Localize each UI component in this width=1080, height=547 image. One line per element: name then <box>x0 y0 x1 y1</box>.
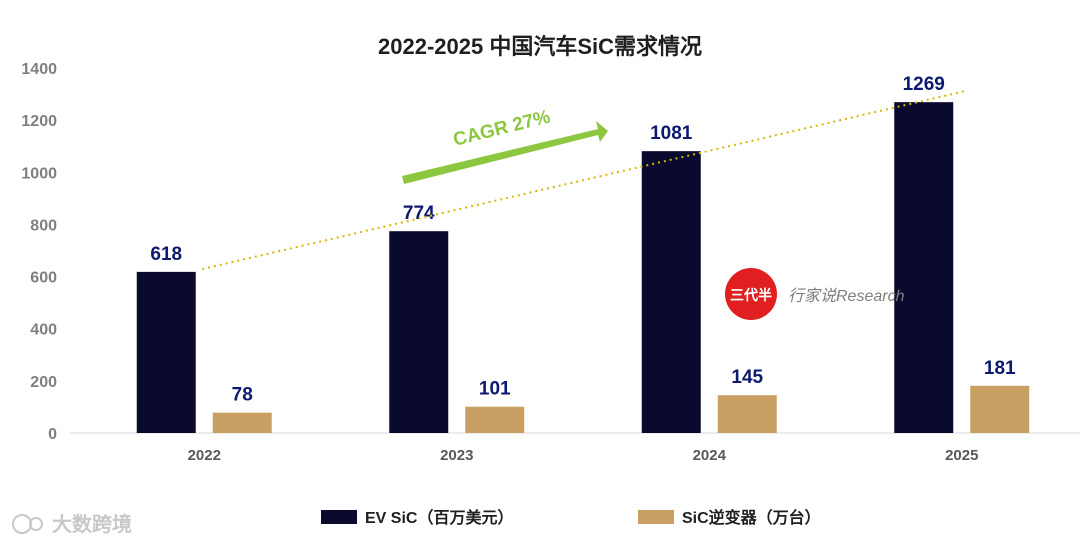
chart-title: 2022-2025 中国汽车SiC需求情况 <box>378 34 702 59</box>
bar-inverter-2024 <box>717 395 777 433</box>
brand-logo <box>725 268 777 320</box>
trend-line <box>202 90 964 271</box>
x-tick-label: 2022 <box>188 447 221 464</box>
footer-logo-icon-dot <box>29 517 43 531</box>
brand-logo-text: 三代半 <box>730 287 772 303</box>
bar-ev-sic-2022 <box>136 271 196 433</box>
data-label-inverter-2023: 101 <box>479 379 511 400</box>
value-labels: 618 78 774 101 1081 145 1269 181 <box>150 74 1016 406</box>
footer-watermark: 大数跨境 <box>12 512 132 536</box>
bar-ev-sic-2023 <box>389 231 449 433</box>
x-tick-label: 2024 <box>693 447 727 464</box>
y-tick-label: 400 <box>30 322 57 339</box>
data-label-ev-sic-2022: 618 <box>150 244 182 265</box>
y-tick-label: 1400 <box>21 61 57 78</box>
y-tick-label: 0 <box>48 426 57 443</box>
brand-watermark: 三代半 行家说Research <box>725 268 905 320</box>
y-tick-label: 1000 <box>21 165 57 182</box>
y-tick-label: 1200 <box>21 113 57 130</box>
cagr-arrow <box>402 121 608 184</box>
data-label-ev-sic-2023: 774 <box>403 203 435 224</box>
legend-swatch-inverter <box>638 510 674 524</box>
bar-ev-sic-2024 <box>641 151 701 434</box>
data-label-inverter-2022: 78 <box>232 385 253 406</box>
x-tick-label: 2023 <box>440 447 473 464</box>
y-tick-label: 800 <box>30 217 57 234</box>
footer-logo-icon <box>12 514 32 534</box>
x-axis: 2022 2023 2024 2025 <box>188 447 979 464</box>
x-tick-label: 2025 <box>945 447 978 464</box>
y-axis: 0 200 400 600 800 1000 1200 1400 <box>21 61 57 443</box>
data-label-ev-sic-2025: 1269 <box>903 74 945 95</box>
bar-inverter-2022 <box>212 412 272 433</box>
bar-ev-sic-2025 <box>894 102 954 434</box>
bars <box>136 102 1030 434</box>
y-tick-label: 200 <box>30 374 57 391</box>
brand-text: 行家说Research <box>788 287 905 305</box>
legend-label-ev-sic: EV SiC（百万美元） <box>365 508 513 527</box>
legend-swatch-ev-sic <box>321 510 357 524</box>
legend-label-inverter: SiC逆变器（万台） <box>682 508 821 527</box>
footer-watermark-text: 大数跨境 <box>52 512 132 536</box>
cagr-annotation: CAGR 27% <box>402 106 608 184</box>
data-label-inverter-2024: 145 <box>731 367 763 388</box>
legend: EV SiC（百万美元） SiC逆变器（万台） <box>321 508 821 527</box>
y-tick-label: 600 <box>30 270 57 287</box>
data-label-inverter-2025: 181 <box>984 358 1016 379</box>
bar-inverter-2023 <box>465 406 525 433</box>
bar-inverter-2025 <box>970 385 1030 433</box>
data-label-ev-sic-2024: 1081 <box>650 123 693 144</box>
